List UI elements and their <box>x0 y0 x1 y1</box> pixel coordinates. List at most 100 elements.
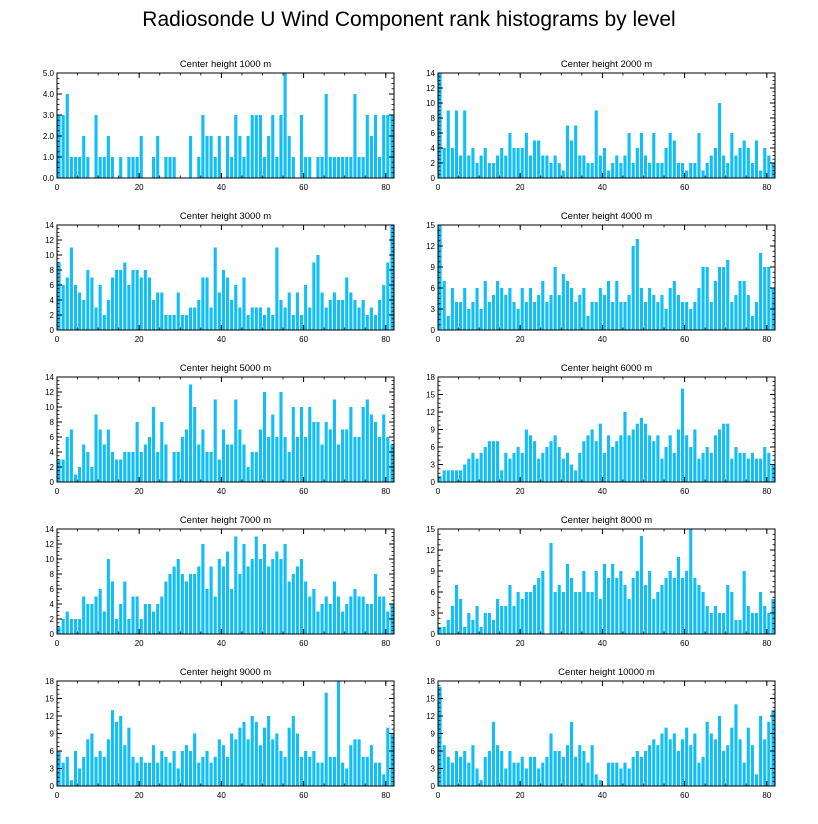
histogram-bar <box>602 295 606 330</box>
histogram-bar <box>382 414 386 482</box>
histogram-bar <box>287 452 291 482</box>
histogram-bar <box>357 157 361 178</box>
histogram-bar <box>262 727 267 786</box>
histogram-bar <box>611 302 615 330</box>
histogram-bar <box>623 155 627 178</box>
histogram-bar <box>242 277 246 330</box>
histogram-bar <box>549 295 553 330</box>
y-tick-label: 15 <box>45 695 54 704</box>
histogram-bar <box>454 470 459 482</box>
histogram-bar <box>475 458 479 482</box>
histogram-bar <box>590 429 594 482</box>
x-tick-label: 40 <box>217 335 226 344</box>
histogram-bar <box>771 599 775 634</box>
histogram-bar <box>324 422 328 482</box>
histogram-bar <box>82 136 86 178</box>
histogram-bar <box>164 444 168 482</box>
histogram-bar <box>602 452 606 482</box>
histogram-bar <box>615 762 619 786</box>
histogram-bar <box>528 288 533 330</box>
histogram-bar <box>656 592 660 634</box>
y-tick-label: 12 <box>426 546 435 555</box>
histogram-bar <box>378 300 382 330</box>
x-tick-label: 40 <box>598 183 607 192</box>
histogram-bar <box>65 94 69 178</box>
histogram-bar <box>242 444 246 482</box>
histogram-bar <box>119 604 123 634</box>
histogram-bar <box>475 606 479 634</box>
y-tick-label: 6 <box>431 129 436 138</box>
histogram-bar <box>271 414 275 482</box>
histogram-bar <box>726 163 730 178</box>
histogram-bar <box>336 444 341 482</box>
histogram-bar <box>734 704 738 786</box>
histogram-bar <box>135 596 139 634</box>
x-tick-label: 20 <box>135 487 144 496</box>
x-tick-label: 60 <box>680 335 689 344</box>
y-tick-label: 12 <box>45 388 54 397</box>
histogram-bar <box>184 429 189 482</box>
histogram-bar <box>557 751 561 786</box>
histogram-bar <box>98 285 102 330</box>
x-tick-label: 60 <box>299 639 308 648</box>
histogram-bar <box>238 574 242 634</box>
histogram-bar <box>598 155 602 178</box>
histogram-bar <box>450 606 454 634</box>
y-tick-label: 12 <box>45 540 54 549</box>
y-tick-label: 4 <box>431 144 436 153</box>
histogram-bar <box>652 441 656 482</box>
histogram-bar <box>201 429 205 482</box>
x-tick-label: 60 <box>680 639 689 648</box>
x-tick-label: 80 <box>381 335 390 344</box>
x-tick-label: 0 <box>55 487 60 496</box>
histogram-bar <box>709 452 713 482</box>
histogram-bar <box>512 302 516 330</box>
histogram-bar <box>467 613 471 634</box>
histogram-bar <box>299 756 304 786</box>
histogram-bar <box>341 157 345 178</box>
histogram-bar <box>672 140 676 178</box>
histogram-bar <box>82 756 86 786</box>
histogram-bar <box>701 170 705 178</box>
histogram-panel-1: Center height 1000 m 0 20 40 60 80 0.0 1.0 2.0 3.… <box>43 59 395 192</box>
histogram-bar <box>287 136 291 178</box>
histogram-bar <box>226 444 230 482</box>
y-tick-label: 0 <box>50 478 55 487</box>
histogram-bar <box>586 435 590 482</box>
histogram-bar <box>139 619 143 634</box>
histogram-bar <box>291 716 295 786</box>
histogram-bar <box>676 163 680 178</box>
x-tick-label: 40 <box>217 183 226 192</box>
histogram-bar <box>590 745 594 786</box>
y-tick-label: 9 <box>431 730 436 739</box>
histogram-bar <box>524 592 528 634</box>
histogram-bar <box>143 604 147 634</box>
histogram-bar <box>680 578 685 634</box>
histogram-bar <box>705 163 709 178</box>
histogram-bar <box>69 157 73 178</box>
histogram-bar <box>500 470 504 482</box>
histogram-bar <box>483 148 487 178</box>
histogram-bar <box>491 441 496 482</box>
histogram-bar <box>496 281 500 330</box>
histogram-bar <box>254 115 258 178</box>
histogram-bar <box>357 307 361 330</box>
histogram-bar <box>254 721 258 786</box>
histogram-bar <box>516 148 520 178</box>
histogram-bar <box>504 452 508 482</box>
histogram-bar <box>660 163 664 178</box>
histogram-bar <box>631 246 635 330</box>
histogram-bar <box>545 447 549 482</box>
histogram-bar <box>115 721 119 786</box>
histogram-bar <box>365 315 369 330</box>
histogram-bar <box>242 544 246 634</box>
histogram-bar <box>369 745 373 786</box>
histogram-bar <box>463 627 467 634</box>
histogram-bar <box>459 756 463 786</box>
histogram-bar <box>541 571 545 634</box>
histogram-panel-2: Center height 2000 m 0 20 40 60 80 0 2 4 6 8 10 12 14 <box>426 59 776 192</box>
histogram-bar <box>615 578 619 634</box>
histogram-bar <box>516 309 520 330</box>
histogram-bar <box>582 441 586 482</box>
histogram-bar <box>479 780 483 786</box>
